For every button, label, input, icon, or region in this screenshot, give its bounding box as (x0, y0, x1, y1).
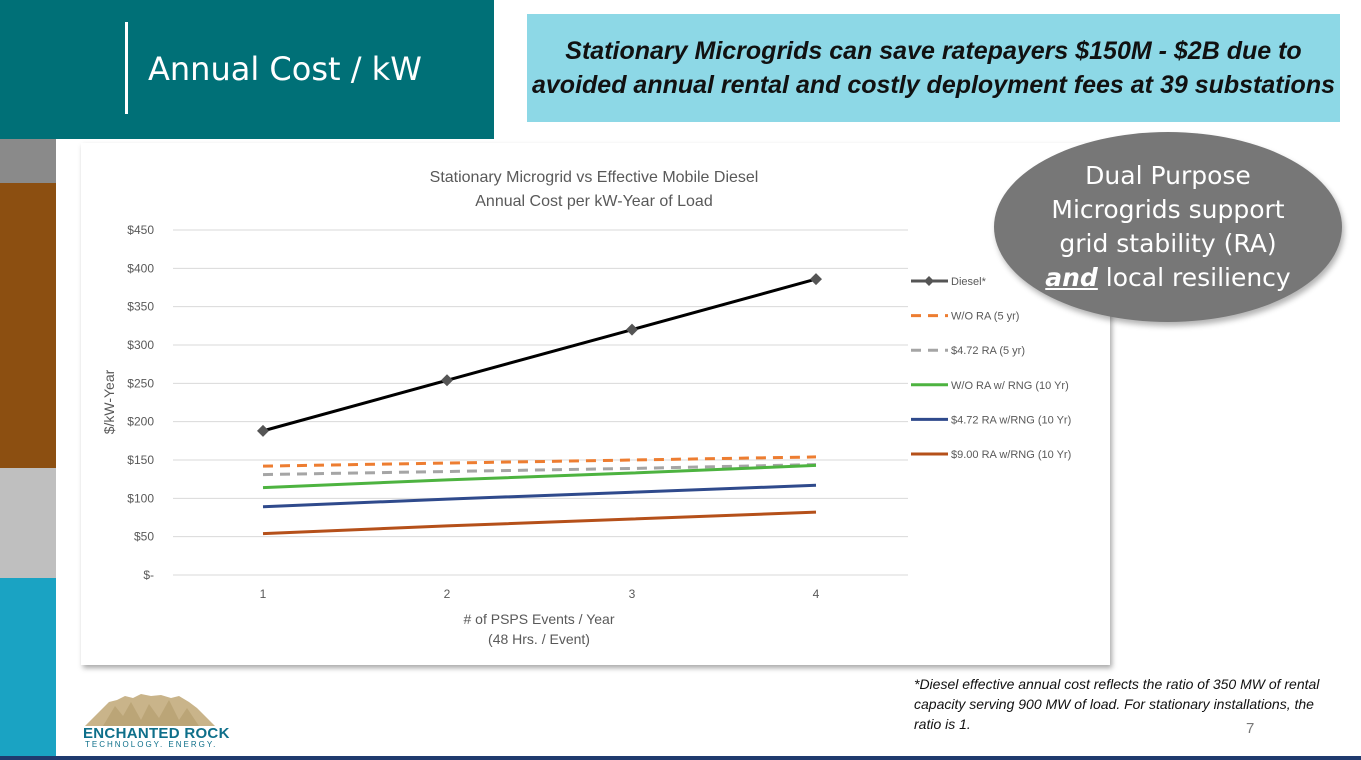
series-line (262, 455, 817, 468)
mountain-logo-icon (85, 694, 215, 726)
y-tick-label: $50 (134, 530, 154, 544)
chart-title-line-2: Annual Cost per kW-Year of Load (475, 193, 712, 210)
gridlines: $- $50 $100 $150 $200 $250 $300 $350 $400 $450 1 2 3… (127, 223, 908, 601)
company-logo: ENCHANTED ROCK TECHNOLOGY. ENERGY. (83, 690, 229, 750)
y-tick-label: $250 (127, 376, 154, 390)
headline-line-1: Stationary Microgrids can save ratepayer… (565, 37, 1302, 65)
legend-label: W/O RA w/ RNG (10 Yr) (951, 380, 1069, 392)
series-line (262, 510, 817, 536)
side-band-brown (0, 183, 56, 468)
x-tick-label: 1 (260, 587, 267, 601)
bottom-rule (0, 756, 1361, 760)
chart-title-line-1: Stationary Microgrid vs Effective Mobile… (430, 169, 759, 186)
title-banner: Annual Cost / kW (0, 0, 494, 139)
y-tick-label: $350 (127, 300, 154, 314)
y-tick-label: $300 (127, 338, 154, 352)
series-line (262, 483, 817, 509)
side-band-teal (0, 578, 56, 760)
data-point-marker (257, 424, 269, 437)
x-axis-label-line-1: # of PSPS Events / Year (464, 611, 615, 627)
series-group (257, 273, 822, 536)
legend-label: $4.72 RA w/RNG (10 Yr) (951, 414, 1071, 426)
footnote: *Diesel effective annual cost reflects t… (914, 676, 1320, 732)
data-point-marker (626, 323, 638, 336)
y-tick-label: $400 (127, 261, 154, 275)
x-tick-label: 3 (629, 587, 636, 601)
legend-label: $9.00 RA w/RNG (10 Yr) (951, 449, 1071, 461)
y-axis-label: $/kW-Year (101, 369, 117, 434)
y-tick-label: $150 (127, 453, 154, 467)
side-band-gray (0, 139, 56, 183)
y-tick-label: $450 (127, 223, 154, 237)
callout-bubble: Dual Purpose Microgrids support grid sta… (994, 132, 1342, 322)
logo-name: ENCHANTED ROCK (83, 725, 230, 742)
callout-line-1: Dual Purpose (1085, 161, 1251, 190)
series-line (262, 463, 817, 477)
data-point-marker (441, 374, 453, 387)
legend-label: $4.72 RA (5 yr) (951, 345, 1025, 357)
callout-line-2: Microgrids support (1051, 195, 1285, 224)
callout-emphasis: and (1045, 263, 1098, 292)
legend-marker (924, 276, 934, 286)
headline-line-2: avoided annual rental and costly deploym… (532, 71, 1335, 99)
logo-tagline: TECHNOLOGY. ENERGY. (85, 740, 218, 749)
headline-banner: Stationary Microgrids can save ratepayer… (527, 14, 1340, 122)
series-line (262, 277, 817, 433)
y-tick-label: $200 (127, 415, 154, 429)
side-band-light-gray (0, 468, 56, 578)
x-tick-label: 2 (444, 587, 451, 601)
line-chart: Stationary Microgrid vs Effective Mobile… (101, 169, 1071, 647)
legend-label: W/O RA (5 yr) (951, 311, 1019, 323)
x-tick-label: 4 (813, 587, 820, 601)
callout-line-4: and local resiliency (1045, 261, 1290, 295)
page-number: 7 (1246, 720, 1255, 737)
callout-line-3: grid stability (RA) (1059, 229, 1277, 258)
callout-rest: local resiliency (1097, 263, 1291, 292)
slide-title: Annual Cost / kW (148, 50, 422, 88)
y-tick-label: $- (143, 568, 154, 582)
legend-label: Diesel* (951, 276, 987, 288)
title-divider (125, 22, 128, 114)
data-point-marker (810, 273, 822, 286)
x-axis-label-line-2: (48 Hrs. / Event) (488, 631, 590, 647)
chart-card: Stationary Microgrid vs Effective Mobile… (81, 143, 1110, 665)
series-line (262, 463, 817, 490)
legend: Diesel* W/O RA (5 yr) $4.72 RA (5 yr) W/O R… (911, 276, 1071, 461)
y-tick-label: $100 (127, 491, 154, 505)
